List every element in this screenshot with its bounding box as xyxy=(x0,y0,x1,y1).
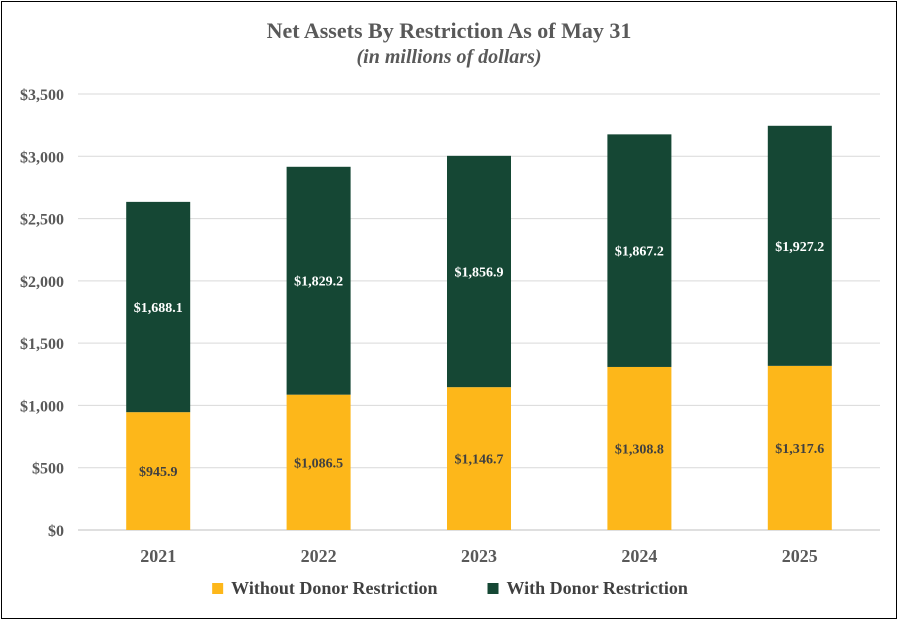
y-tick-label: $3,000 xyxy=(20,149,64,166)
x-tick-label: 2023 xyxy=(461,546,497,566)
bar-without-donor-restriction xyxy=(126,412,191,530)
data-label: $945.9 xyxy=(139,465,178,480)
y-tick-label: $1,000 xyxy=(20,398,64,415)
data-label: $1,927.2 xyxy=(775,240,824,255)
legend-swatch xyxy=(212,583,224,594)
x-tick-label: 2021 xyxy=(140,546,176,566)
data-label: $1,688.1 xyxy=(134,301,183,316)
data-label: $1,829.2 xyxy=(294,275,343,290)
bar-with-donor-restriction xyxy=(126,201,191,413)
bar-without-donor-restriction xyxy=(607,366,672,530)
bar-without-donor-restriction xyxy=(767,365,832,530)
bar-with-donor-restriction xyxy=(286,166,351,395)
bar-without-donor-restriction xyxy=(286,394,351,530)
y-tick-label: $500 xyxy=(32,461,64,478)
y-tick-label: $2,500 xyxy=(20,212,64,229)
x-tick-label: 2024 xyxy=(621,546,657,566)
data-label: $1,086.5 xyxy=(294,456,343,471)
y-tick-label: $0 xyxy=(48,523,64,540)
data-label: $1,867.2 xyxy=(615,245,664,260)
chart-subtitle: (in millions of dollars) xyxy=(356,46,542,68)
x-tick-label: 2022 xyxy=(301,546,337,566)
data-label: $1,856.9 xyxy=(455,265,504,280)
data-label: $1,317.6 xyxy=(775,442,824,457)
legend-label: Without Donor Restriction xyxy=(231,578,437,598)
data-label: $1,146.7 xyxy=(455,453,504,468)
legend-swatch xyxy=(487,583,499,594)
y-tick-label: $3,500 xyxy=(20,87,64,104)
y-tick-label: $2,000 xyxy=(20,274,64,291)
x-tick-label: 2025 xyxy=(782,546,818,566)
bar-with-donor-restriction xyxy=(607,134,672,367)
bar-with-donor-restriction xyxy=(767,125,832,366)
bar-without-donor-restriction xyxy=(447,387,511,530)
data-label: $1,308.8 xyxy=(615,442,664,457)
y-tick-label: $1,500 xyxy=(20,336,64,353)
chart-title: Net Assets By Restriction As of May 31 xyxy=(266,18,632,43)
legend-label: With Donor Restriction xyxy=(507,578,688,598)
bar-with-donor-restriction xyxy=(447,155,511,388)
